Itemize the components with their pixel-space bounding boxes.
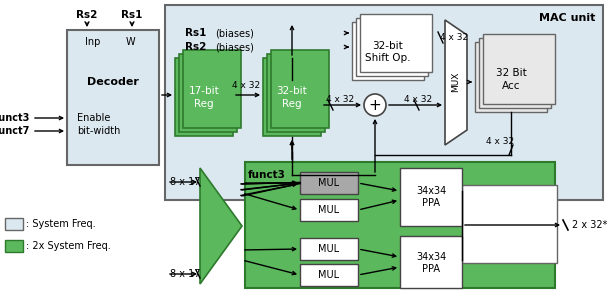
Text: MUL: MUL — [318, 178, 340, 188]
Text: Reg: Reg — [194, 99, 214, 109]
Text: MUL: MUL — [318, 205, 340, 215]
Bar — [475, 42, 547, 112]
Polygon shape — [200, 168, 242, 284]
Bar — [360, 14, 432, 72]
Text: funct7: funct7 — [0, 126, 30, 136]
Bar — [165, 5, 603, 200]
Bar — [300, 172, 358, 194]
Text: 4 x 32: 4 x 32 — [404, 96, 432, 104]
Bar — [483, 34, 555, 104]
Text: (biases): (biases) — [215, 28, 254, 38]
Text: 4 x 32: 4 x 32 — [232, 81, 260, 89]
Bar — [5, 218, 23, 230]
Text: Shift Op.: Shift Op. — [365, 53, 411, 63]
Text: W: W — [126, 37, 135, 47]
Bar — [479, 38, 551, 108]
Text: 34x34: 34x34 — [416, 252, 446, 262]
Text: 4 x 32: 4 x 32 — [326, 96, 354, 104]
Text: PPA: PPA — [422, 264, 440, 274]
Text: PPA: PPA — [422, 198, 440, 208]
Bar — [300, 199, 358, 221]
Bar — [175, 58, 233, 136]
Circle shape — [364, 94, 386, 116]
Text: funct3: funct3 — [248, 170, 286, 180]
Text: Rs2: Rs2 — [185, 42, 206, 52]
Text: bit-width: bit-width — [77, 126, 120, 136]
Text: 4 x 32: 4 x 32 — [486, 138, 514, 146]
Text: 8 x 17: 8 x 17 — [170, 177, 200, 187]
Text: MUX: MUX — [451, 72, 461, 92]
Text: Inp: Inp — [85, 37, 101, 47]
Text: Reg: Reg — [282, 99, 302, 109]
Bar — [67, 30, 159, 165]
Text: Enable: Enable — [77, 113, 110, 123]
Text: Decoder: Decoder — [87, 77, 139, 87]
Bar — [300, 238, 358, 260]
Text: 32 Bit: 32 Bit — [495, 68, 526, 78]
Text: (biases): (biases) — [215, 42, 254, 52]
Bar — [5, 240, 23, 252]
Text: MUL: MUL — [318, 270, 340, 280]
Bar — [271, 50, 329, 128]
Text: Rs1: Rs1 — [185, 28, 206, 38]
Text: : System Freq.: : System Freq. — [26, 219, 96, 229]
Text: 34x34: 34x34 — [416, 186, 446, 196]
Text: +: + — [368, 98, 381, 113]
Bar — [263, 58, 321, 136]
Text: 32-bit: 32-bit — [373, 41, 403, 51]
Bar — [267, 54, 325, 132]
Text: 8 x 17: 8 x 17 — [170, 269, 200, 279]
Bar — [183, 50, 241, 128]
Bar — [400, 236, 462, 288]
Bar — [300, 264, 358, 286]
Bar — [352, 22, 424, 80]
Bar — [400, 168, 462, 226]
Polygon shape — [445, 20, 467, 145]
Text: Rs1: Rs1 — [121, 10, 143, 20]
Text: MUL: MUL — [318, 244, 340, 254]
Text: 17-bit: 17-bit — [188, 86, 220, 96]
Text: 4 x 32: 4 x 32 — [440, 33, 468, 41]
Bar — [356, 18, 428, 76]
Text: Acc: Acc — [502, 81, 520, 91]
Text: MAC unit: MAC unit — [539, 13, 595, 23]
Text: funct3: funct3 — [0, 113, 30, 123]
Text: Rs2: Rs2 — [76, 10, 98, 20]
Bar — [245, 162, 555, 288]
Bar — [179, 54, 237, 132]
Text: : 2x System Freq.: : 2x System Freq. — [26, 241, 111, 251]
Bar — [462, 185, 557, 263]
Text: 32-bit: 32-bit — [276, 86, 307, 96]
Text: 2 x 32*: 2 x 32* — [572, 220, 608, 230]
